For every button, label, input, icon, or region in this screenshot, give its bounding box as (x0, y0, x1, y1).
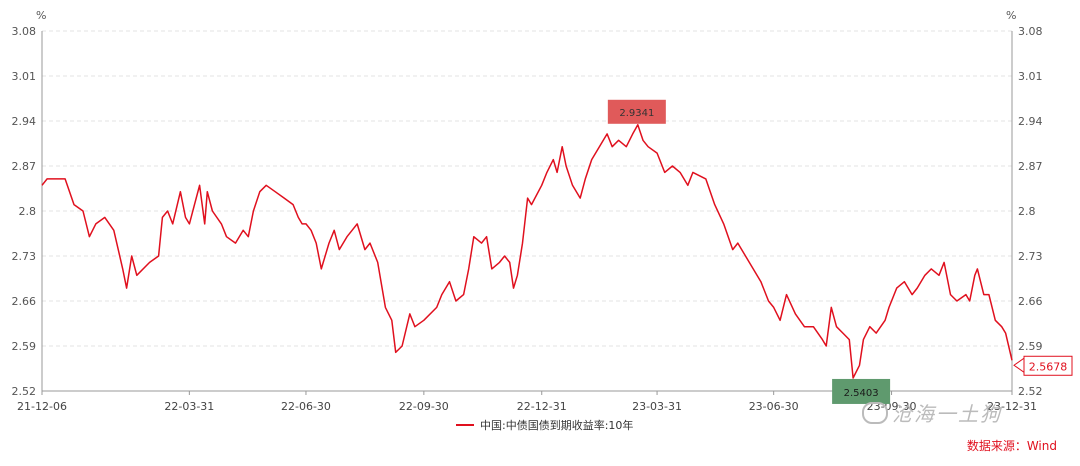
max-value-label: 2.9341 (619, 108, 654, 119)
y-tick-label-left: 2.52 (12, 385, 37, 398)
y-tick-label-right: 2.59 (1018, 340, 1043, 353)
min-value-label: 2.5403 (844, 388, 879, 399)
y-tick-label-right: 2.8 (1018, 205, 1036, 218)
y-tick-label-right: 3.01 (1018, 70, 1043, 83)
watermark: 沧海一土狗 (862, 398, 1002, 427)
legend-series-label: 中国:中债国债到期收益率:10年 (480, 419, 634, 432)
max-value-badge (607, 99, 666, 124)
y-tick-label-left: 3.01 (12, 70, 37, 83)
source-note: 数据来源：Wind (966, 439, 1057, 453)
y-tick-label-right: 3.08 (1018, 25, 1043, 38)
last-value-box (1023, 355, 1073, 376)
last-value-label: 2.5678 (1029, 360, 1068, 373)
x-tick-label: 22-12-31 (517, 400, 567, 413)
x-tick-label: 22-03-31 (164, 400, 214, 413)
x-tick-label: 23-06-30 (749, 400, 799, 413)
series-line (41, 124, 1013, 379)
watermark-text: 沧海一土狗 (892, 402, 1002, 426)
y-tick-label-left: 2.73 (12, 250, 37, 263)
legend-swatch (456, 424, 474, 426)
y-tick-label-right: 2.73 (1018, 250, 1043, 263)
y-tick-label-right: 2.87 (1018, 160, 1043, 173)
x-tick-label: 22-09-30 (399, 400, 449, 413)
chart-legend[interactable]: 中国:中债国债到期收益率:10年 (456, 417, 633, 433)
y-tick-label-left: 2.66 (12, 295, 37, 308)
x-tick-label: 23-03-31 (632, 400, 682, 413)
y-tick-label-left: 2.59 (12, 340, 37, 353)
wechat-icon (862, 401, 888, 424)
x-tick-label: 22-06-30 (281, 400, 331, 413)
y-tick-label-left: 2.8 (19, 205, 37, 218)
x-tick-label: 21-12-06 (17, 400, 67, 413)
y-tick-label-right: 2.94 (1018, 115, 1043, 128)
x-tick-label: 23-12-31 (987, 400, 1037, 413)
y-tick-label-left: 2.87 (12, 160, 37, 173)
y-tick-label-right: 2.52 (1018, 385, 1043, 398)
last-value-pointer (1013, 357, 1025, 374)
left-axis-unit: % (36, 9, 47, 22)
min-value-badge (832, 378, 891, 404)
y-tick-label-left: 3.08 (12, 25, 37, 38)
y-tick-label-right: 2.66 (1018, 295, 1043, 308)
y-tick-label-left: 2.94 (12, 115, 37, 128)
right-axis-unit: % (1006, 9, 1017, 22)
